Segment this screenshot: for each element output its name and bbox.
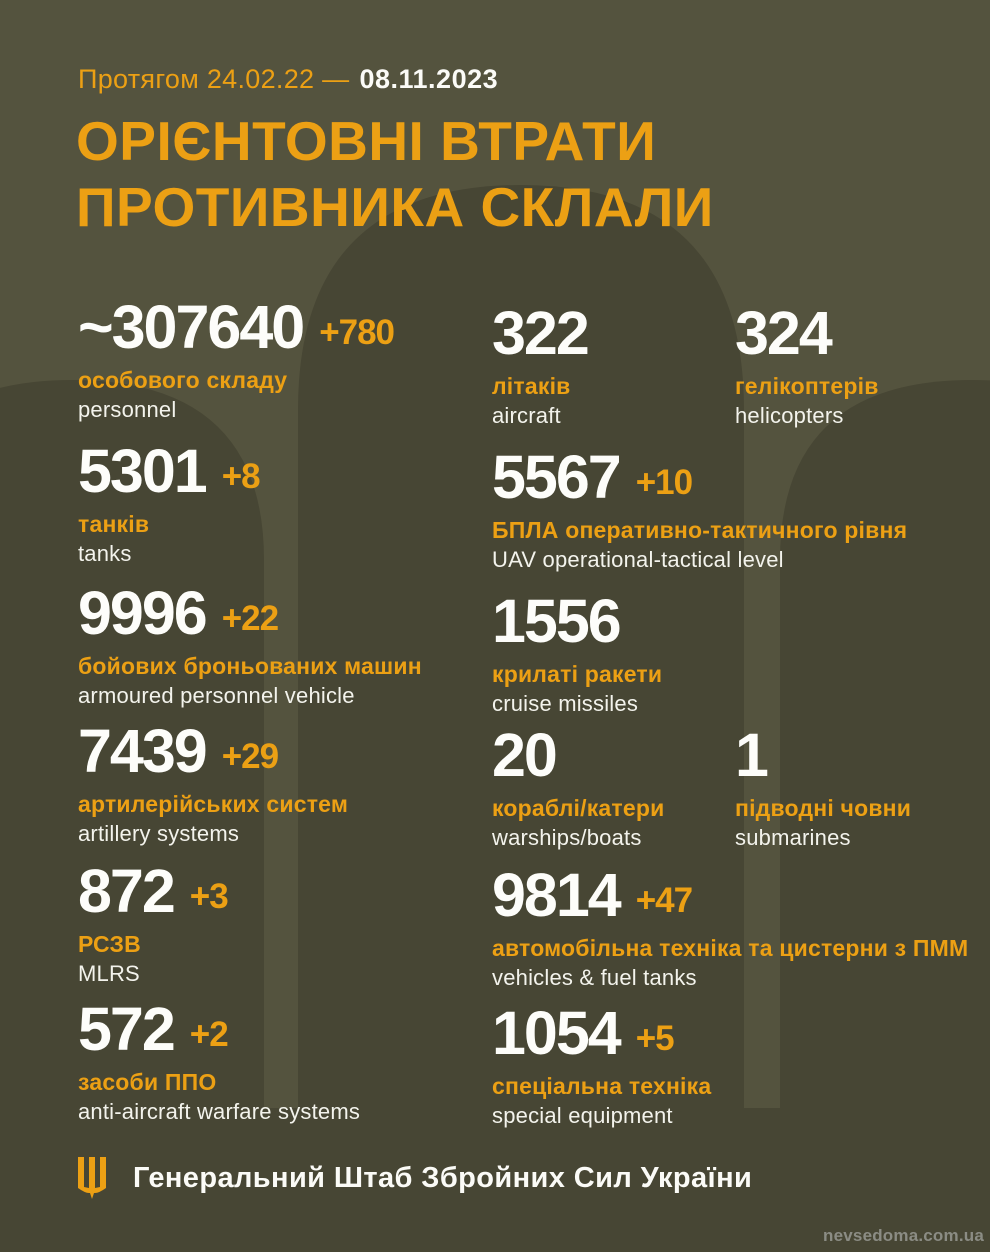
stat-value: 5301 [78, 437, 208, 505]
title-line-1: ОРІЄНТОВНІ ВТРАТИ [76, 110, 657, 172]
stat-uav: 5567 +10 БПЛА оперативно-тактичного рівня… [492, 447, 907, 573]
stat-delta: +22 [221, 599, 279, 638]
stat-value: 7439 [78, 717, 208, 785]
stat-label-uk: засоби ППО [78, 1069, 217, 1095]
stat-value: 20 [492, 721, 558, 789]
stat-label-uk: кораблі/катери [492, 795, 665, 821]
stat-personnel: ~307640 +780 особового складу personnel [78, 297, 395, 423]
stat-label-en: anti-aircraft warfare systems [78, 1099, 361, 1124]
footer: Генеральний Штаб Збройних Сил України [78, 1155, 752, 1201]
stat-label-en: UAV operational-tactical level [492, 547, 784, 572]
stat-label-en: cruise missiles [492, 691, 639, 716]
stat-value: 9814 [492, 861, 622, 929]
stat-label-uk: особового складу [78, 367, 288, 393]
title-line-2: ПРОТИВНИКА СКЛАЛИ [76, 176, 714, 238]
stat-label-en: MLRS [78, 961, 140, 986]
stat-label-en: artillery systems [78, 821, 240, 846]
period-line: Протягом 24.02.22 — 08.11.2023 [78, 64, 498, 95]
period-date: 08.11.2023 [359, 64, 499, 94]
site-watermark: nevsedoma.com.ua [823, 1226, 984, 1245]
stat-delta: +780 [319, 313, 395, 352]
stat-delta: +8 [221, 457, 261, 496]
stat-armoured-vehicles: 9996 +22 бойових броньованих машин armour… [78, 583, 422, 709]
stat-helicopters: 324 гелікоптерів helicopters [735, 303, 879, 429]
stat-label-uk: підводні човни [735, 795, 912, 821]
stat-vehicles-fuel: 9814 +47 автомобільна техніка та цистерни… [492, 865, 968, 991]
stat-anti-aircraft: 572 +2 засоби ППО anti-aircraft warfare s… [78, 999, 360, 1125]
stat-value: 5567 [492, 443, 622, 511]
stat-delta: +47 [635, 881, 693, 920]
stat-label-en: warships/boats [492, 825, 642, 850]
stat-value: 1556 [492, 587, 622, 655]
stat-warships: 20 кораблі/катери warships/boats [492, 725, 664, 851]
stat-value: 9996 [78, 579, 208, 647]
period-prefix: Протягом 24.02.22 — [78, 64, 350, 94]
stat-label-uk: РСЗВ [78, 931, 141, 957]
stat-artillery: 7439 +29 артилерійських систем artillery … [78, 721, 348, 847]
stat-label-en: tanks [78, 541, 132, 566]
stat-label-uk: бойових броньованих машин [78, 653, 422, 679]
stat-label-en: aircraft [492, 403, 561, 428]
stat-label-uk: крилаті ракети [492, 661, 663, 687]
stat-label-en: submarines [735, 825, 851, 850]
stat-delta: +29 [221, 737, 279, 776]
stat-tanks: 5301 +8 танків tanks [78, 441, 261, 567]
stat-label-uk: гелікоптерів [735, 373, 879, 399]
stat-label-en: vehicles & fuel tanks [492, 965, 697, 990]
stat-value: 322 [492, 299, 590, 367]
stat-value: 1054 [492, 999, 622, 1067]
stat-mlrs: 872 +3 РСЗВ MLRS [78, 861, 229, 987]
stat-label-en: special equipment [492, 1103, 673, 1128]
stat-label-en: armoured personnel vehicle [78, 683, 355, 708]
stat-label-uk: артилерійських систем [78, 791, 349, 817]
footer-organization: Генеральний Штаб Збройних Сил України [133, 1161, 753, 1194]
stat-value: 872 [78, 857, 176, 925]
stat-aircraft: 322 літаків aircraft [492, 303, 604, 429]
stat-label-uk: автомобільна техніка та цистерни з ПММ [492, 935, 969, 961]
stat-label-uk: танків [78, 511, 150, 537]
stat-submarines: 1 підводні човни submarines [735, 725, 911, 851]
stat-value: 572 [78, 995, 176, 1063]
page-title: ОРІЄНТОВНІ ВТРАТИ ПРОТИВНИКА СКЛАЛИ [76, 108, 714, 240]
trident-icon [78, 1157, 106, 1199]
stat-label-uk: спеціальна техніка [492, 1073, 712, 1099]
stat-delta: +3 [189, 877, 229, 916]
stat-value: 1 [735, 721, 769, 789]
stat-label-en: personnel [78, 397, 177, 422]
stat-cruise-missiles: 1556 крилаті ракети cruise missiles [492, 591, 662, 717]
stat-value: 324 [735, 299, 833, 367]
stat-label-uk: літаків [492, 373, 571, 399]
stat-delta: +10 [635, 463, 693, 502]
stat-special-equipment: 1054 +5 спеціальна техніка special equipm… [492, 1003, 711, 1129]
stat-delta: +5 [635, 1019, 675, 1058]
stat-label-en: helicopters [735, 403, 844, 428]
stat-value: ~307640 [78, 293, 305, 361]
stat-delta: +2 [189, 1015, 229, 1054]
stat-label-uk: БПЛА оперативно-тактичного рівня [492, 517, 908, 543]
